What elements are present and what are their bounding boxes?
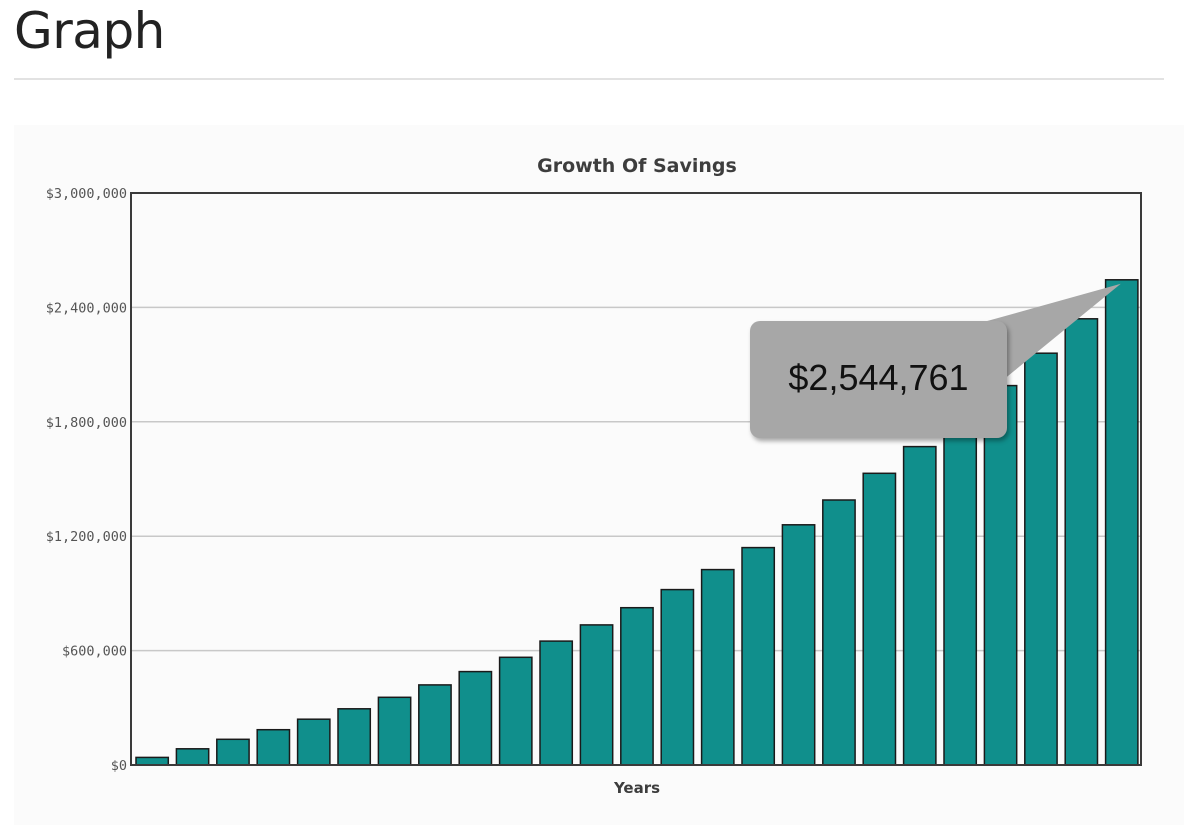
bar[interactable] <box>660 588 695 766</box>
bar[interactable] <box>741 546 776 766</box>
bar[interactable] <box>579 624 614 766</box>
bar[interactable] <box>418 684 452 766</box>
bar[interactable] <box>296 718 331 766</box>
bar[interactable] <box>983 384 1018 766</box>
bar[interactable] <box>539 640 574 766</box>
bar[interactable] <box>175 748 210 766</box>
bar[interactable] <box>337 708 372 766</box>
y-tick-label: $600,000 <box>62 644 127 660</box>
chart-title: Growth Of Savings <box>537 155 737 177</box>
heading-divider <box>14 78 1164 80</box>
bar[interactable] <box>256 728 291 766</box>
bar[interactable] <box>781 524 816 766</box>
bar[interactable] <box>377 696 412 766</box>
bar[interactable] <box>498 656 533 766</box>
bar[interactable] <box>902 445 937 766</box>
plot-frame <box>130 192 1142 766</box>
bar[interactable] <box>943 415 978 766</box>
tooltip-value: $2,544,761 <box>788 356 969 398</box>
x-axis-label: Years <box>613 779 660 797</box>
bar[interactable] <box>862 472 897 766</box>
value-tooltip: $2,544,761 <box>750 321 1007 438</box>
y-tick-label: $1,800,000 <box>46 415 127 431</box>
y-axis-tick-labels: $0 $600,000 $1,200,000 $1,800,000 $2,400,000… <box>46 186 127 774</box>
y-tick-label: $0 <box>111 758 127 774</box>
bar[interactable] <box>1024 352 1058 766</box>
bars <box>135 279 1139 766</box>
y-tick-label: $2,400,000 <box>46 300 127 316</box>
bar[interactable] <box>216 738 250 766</box>
bar[interactable] <box>1064 318 1099 766</box>
y-tick-label: $1,200,000 <box>46 529 127 545</box>
bar[interactable] <box>700 568 735 766</box>
page-title: Graph <box>14 2 165 60</box>
bar[interactable] <box>822 499 856 766</box>
bar[interactable] <box>458 670 493 766</box>
bar[interactable] <box>135 756 170 766</box>
y-tick-label: $3,000,000 <box>46 186 127 202</box>
bar[interactable] <box>1104 279 1139 766</box>
bar[interactable] <box>620 606 654 766</box>
